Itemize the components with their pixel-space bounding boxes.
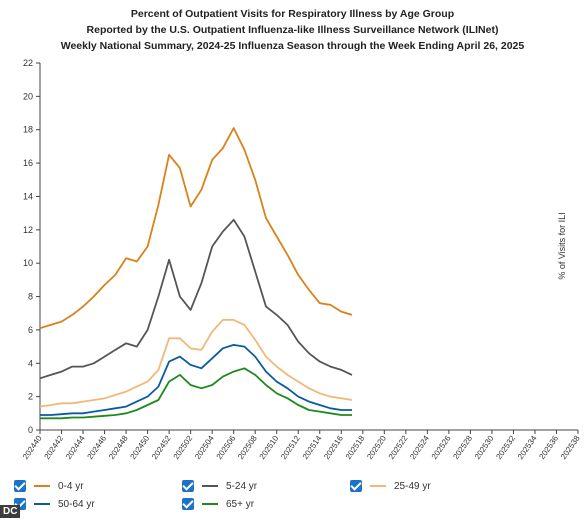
y-tick-label: 20 [23,91,33,101]
x-tick-label: 202520 [365,434,388,461]
x-tick-label: 202514 [301,434,324,461]
x-tick-label: 202442 [42,434,65,461]
legend-label: 65+ yr [226,498,255,510]
legend-swatch [34,485,50,487]
checkbox-icon[interactable] [350,480,362,492]
y-tick-label: 10 [23,258,33,268]
chart-title-line-1: Percent of Outpatient Visits for Respira… [130,8,455,20]
chart-title-line-3: Weekly National Summary, 2024-25 Influen… [60,40,525,52]
legend-swatch [34,503,50,505]
checkbox-icon[interactable] [14,480,26,492]
chart-title-line-2: Reported by the U.S. Outpatient Influenz… [86,24,499,36]
x-tick-label: 202534 [516,434,539,461]
x-tick-label: 202448 [107,434,130,461]
y-tick-label: 6 [28,325,33,335]
x-tick-label: 202528 [451,434,474,461]
legend-label: 5-24 yr [226,480,258,492]
x-tick-label: 202530 [473,434,496,461]
legend-label: 25-49 yr [394,480,431,492]
x-tick-label: 202502 [172,434,195,461]
x-tick-label: 202538 [559,434,582,461]
x-tick-label: 202532 [494,434,517,461]
x-tick-label: 202512 [279,434,302,461]
x-tick-label: 202516 [322,434,345,461]
legend-swatch [202,503,218,505]
checkbox-icon[interactable] [182,498,194,510]
x-tick-label: 202450 [129,434,152,461]
x-tick-label: 202526 [430,434,453,461]
x-tick-label: 202536 [537,434,560,461]
legend-item-50-64[interactable]: 50-64 yr [14,496,95,512]
watermark-logo: DC [0,505,21,518]
series-line-5-24-yr [39,218,353,380]
x-tick-label: 202506 [215,434,238,461]
y-tick-label: 18 [23,125,33,135]
legend-swatch [202,485,218,487]
legend-label: 0-4 yr [58,480,84,492]
y-tick-label: 4 [28,358,33,368]
y-axis-label: % of Visits for ILI [557,212,567,279]
x-tick-label: 202504 [193,434,216,461]
x-tick-label: 202518 [344,434,367,461]
x-tick-label: 202510 [258,434,281,461]
legend-item-0-4[interactable]: 0-4 yr [14,478,84,494]
series-line-0-4-yr [39,127,353,330]
y-tick-label: 12 [23,225,33,235]
y-tick-label: 14 [23,191,33,201]
series-line-50-64-yr [40,343,352,416]
legend-item-5-24[interactable]: 5-24 yr [182,478,257,494]
x-tick-label: 202446 [86,434,109,461]
legend-item-65-plus[interactable]: 65+ yr [182,496,254,512]
series-line-65-yr [40,367,352,420]
series-line-25-49-yr [39,318,353,408]
y-tick-label: 16 [23,158,33,168]
x-tick-label: 202444 [64,434,87,461]
legend-item-25-49[interactable]: 25-49 yr [350,478,431,494]
x-tick-label: 202452 [150,434,173,461]
legend-swatch [370,485,386,487]
y-tick-label: 0 [28,425,33,435]
checkbox-icon[interactable] [182,480,194,492]
x-tick-label: 202522 [387,434,410,461]
y-tick-label: 2 [28,392,33,402]
legend-label: 50-64 yr [58,498,95,510]
x-tick-label: 202440 [21,434,44,461]
x-tick-label: 202524 [408,434,431,461]
y-tick-label: 8 [28,292,33,302]
x-tick-label: 202508 [236,434,259,461]
y-tick-label: 22 [23,58,33,68]
